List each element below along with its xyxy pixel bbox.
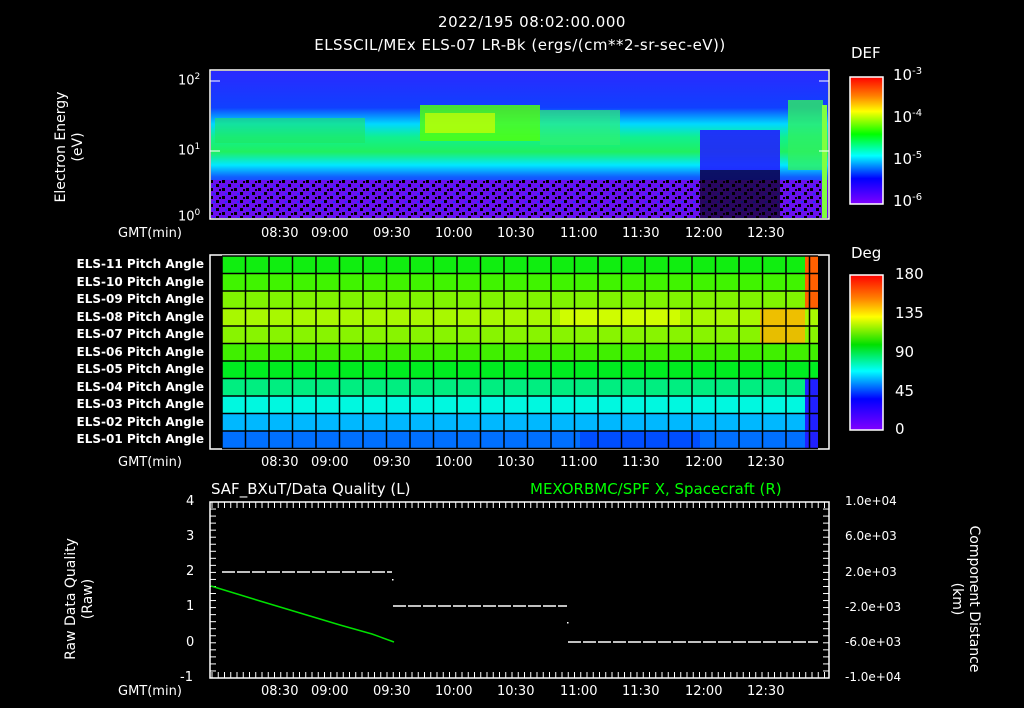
time-tick-label: 10:00 bbox=[435, 684, 473, 699]
pitch-angle-rows bbox=[222, 256, 818, 449]
time-tick-label: 11:00 bbox=[560, 226, 598, 241]
right-series-title: MEXORBMC/SPF X, Spacecraft (R) bbox=[530, 480, 782, 498]
time-axis-label-3: GMT(min) bbox=[118, 684, 182, 699]
time-tick-label: 09:00 bbox=[311, 455, 349, 470]
time-tick-label: 10:30 bbox=[497, 684, 535, 699]
ytick-100: 102 bbox=[178, 72, 201, 89]
left-tick-1: 1 bbox=[186, 599, 195, 614]
pitch-angle-row-label: ELS-02 Pitch Angle bbox=[76, 414, 205, 429]
left-tick-2: 2 bbox=[186, 564, 195, 579]
time-axis-label-1: GMT(min) bbox=[118, 226, 182, 241]
pitch-angle-row-label: ELS-03 Pitch Angle bbox=[76, 397, 205, 411]
deg-tick-0: 0 bbox=[895, 420, 905, 438]
pitch-angle-row-label: ELS-09 Pitch Angle bbox=[76, 292, 205, 306]
deg-tick-45: 45 bbox=[895, 382, 915, 400]
left-tick-minus1: -1 bbox=[180, 670, 193, 685]
time-tick-label: 11:00 bbox=[560, 684, 598, 699]
left-axis-label-line1: Raw Data Quality bbox=[63, 538, 79, 660]
pitch-angle-row-label: ELS-11 Pitch Angle bbox=[76, 257, 205, 271]
def-colorbar-title: DEF bbox=[851, 44, 881, 62]
right-tick-m6e3: -6.0e+03 bbox=[845, 635, 902, 649]
spectrogram-title: ELSSCIL/MEx ELS-07 LR-Bk (ergs/(cm**2-sr… bbox=[314, 36, 726, 54]
right-axis-label-line1: Component Distance bbox=[966, 525, 982, 673]
time-tick-label: 10:30 bbox=[497, 226, 535, 241]
time-tick-label: 08:30 bbox=[261, 684, 299, 699]
ytick-1: 100 bbox=[178, 208, 201, 225]
time-tick-label: 09:30 bbox=[373, 455, 411, 470]
time-tick-label: 12:00 bbox=[685, 684, 723, 699]
ytick-10: 101 bbox=[178, 142, 201, 159]
time-tick-label: 12:30 bbox=[747, 455, 785, 470]
time-tick-label: 09:30 bbox=[373, 684, 411, 699]
def-tick-1e-6: 10-6 bbox=[893, 192, 923, 210]
right-axis-label: Component Distance (km) bbox=[948, 514, 982, 684]
left-axis-label: Raw Data Quality (Raw) bbox=[63, 519, 97, 679]
pitch-angle-row-label: ELS-08 Pitch Angle bbox=[76, 309, 205, 324]
left-axis-label-line2: (Raw) bbox=[80, 578, 96, 620]
deg-tick-90: 90 bbox=[895, 343, 915, 361]
time-tick-label: 12:00 bbox=[685, 455, 723, 470]
time-tick-label: 09:00 bbox=[311, 226, 349, 241]
deg-colorbar-title: Deg bbox=[851, 244, 882, 262]
right-tick-m2e3: -2.0e+03 bbox=[845, 600, 902, 614]
time-tick-label: 10:30 bbox=[497, 455, 535, 470]
def-tick-1e-4: 10-4 bbox=[893, 108, 923, 126]
time-tick-label: 09:30 bbox=[373, 226, 411, 241]
time-tick-label: 10:00 bbox=[435, 226, 473, 241]
right-tick-6e3: 6.0e+03 bbox=[845, 529, 897, 543]
time-axis-label-2: GMT(min) bbox=[118, 455, 182, 470]
energy-axis-label-line2: (eV) bbox=[70, 132, 86, 162]
time-tick-label: 12:00 bbox=[685, 226, 723, 241]
right-tick-m1e4: -1.0e+04 bbox=[845, 670, 902, 684]
pitch-angle-row-label: ELS-04 Pitch Angle bbox=[76, 379, 205, 394]
deg-tick-135: 135 bbox=[895, 304, 924, 322]
pitch-angle-row-label: ELS-06 Pitch Angle bbox=[76, 344, 205, 359]
time-tick-label: 11:00 bbox=[560, 455, 598, 470]
left-tick-0: 0 bbox=[186, 635, 195, 650]
time-tick-label: 08:30 bbox=[261, 226, 299, 241]
time-tick-label: 09:00 bbox=[311, 684, 349, 699]
plot-datetime: 2022/195 08:02:00.000 bbox=[438, 13, 626, 31]
time-tick-label: 10:00 bbox=[435, 455, 473, 470]
left-tick-4: 4 bbox=[186, 494, 195, 509]
right-tick-2e3: 2.0e+03 bbox=[845, 565, 897, 579]
pitch-angle-row-label: ELS-05 Pitch Angle bbox=[76, 362, 205, 376]
right-tick-1e4: 1.0e+04 bbox=[845, 494, 897, 508]
time-tick-label: 11:30 bbox=[622, 226, 660, 241]
def-tick-1e-5: 10-5 bbox=[893, 150, 923, 168]
time-tick-label: 11:30 bbox=[622, 684, 660, 699]
time-tick-label: 12:30 bbox=[747, 684, 785, 699]
time-tick-label: 12:30 bbox=[747, 226, 785, 241]
energy-axis-label-line1: Electron Energy bbox=[53, 91, 69, 203]
pitch-angle-row-label: ELS-10 Pitch Angle bbox=[76, 274, 205, 289]
time-tick-label: 11:30 bbox=[622, 455, 660, 470]
pitch-angle-row-label: ELS-01 Pitch Angle bbox=[76, 432, 205, 446]
right-axis-label-line2: (km) bbox=[949, 582, 965, 616]
deg-tick-180: 180 bbox=[895, 265, 924, 283]
energy-axis-label: Electron Energy (eV) bbox=[53, 67, 87, 227]
left-series-title: SAF_BXuT/Data Quality (L) bbox=[211, 480, 411, 498]
pitch-angle-row-label: ELS-07 Pitch Angle bbox=[76, 327, 205, 341]
left-tick-3: 3 bbox=[186, 529, 195, 544]
time-tick-label: 08:30 bbox=[261, 455, 299, 470]
def-tick-1e-3: 10-3 bbox=[893, 66, 923, 84]
